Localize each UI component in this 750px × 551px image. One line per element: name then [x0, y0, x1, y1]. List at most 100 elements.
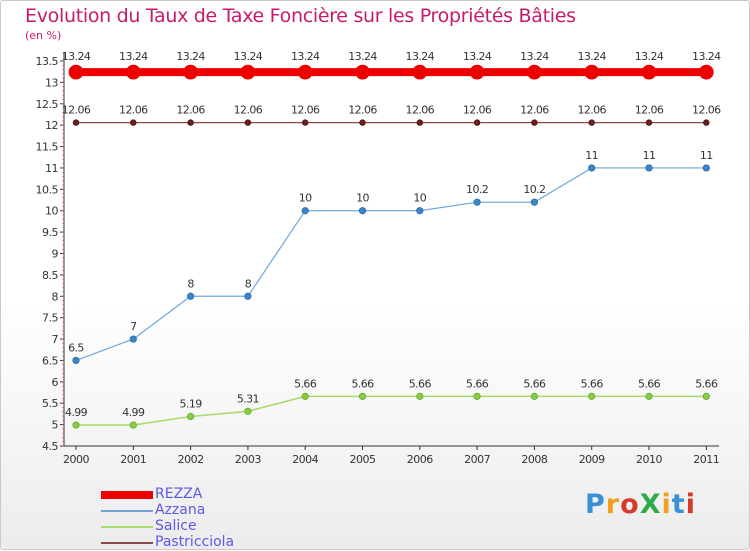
- y-tick-label: 9: [52, 248, 59, 261]
- data-point-pastricciola: [416, 119, 423, 126]
- data-label-pastricciola: 12.06: [234, 104, 263, 117]
- data-label-rezza: 13.24: [577, 50, 606, 63]
- data-point-pastricciola: [302, 119, 309, 126]
- y-tick-label: 5.5: [42, 397, 58, 410]
- y-tick-label: 8: [52, 290, 59, 303]
- data-label-salice: 4.99: [65, 406, 88, 419]
- x-tick-label: 2010: [636, 453, 662, 466]
- x-tick-label: 2003: [235, 453, 261, 466]
- legend-swatch-rezza: [101, 491, 153, 499]
- data-label-salice: 4.99: [122, 406, 145, 419]
- legend-label-azzana: Azzana: [155, 502, 206, 518]
- series-line-azzana: [75, 167, 707, 362]
- data-label-rezza: 13.24: [291, 50, 320, 63]
- data-point-salice: [530, 392, 539, 400]
- data-label-salice: 5.66: [466, 377, 489, 390]
- data-point-rezza: [297, 64, 313, 80]
- data-label-azzana: 10.2: [523, 183, 545, 196]
- data-point-salice: [129, 421, 137, 429]
- data-label-salice: 5.66: [695, 377, 718, 390]
- data-point-salice: [702, 392, 710, 400]
- data-label-azzana: 6.5: [68, 341, 84, 354]
- y-tick-label: 7: [52, 333, 59, 346]
- data-label-azzana: 11: [643, 149, 656, 162]
- data-label-pastricciola: 12.06: [577, 104, 606, 117]
- data-label-pastricciola: 12.06: [520, 104, 549, 117]
- data-label-salice: 5.66: [351, 377, 374, 390]
- data-label-salice: 5.19: [180, 397, 203, 410]
- data-label-pastricciola: 12.06: [62, 104, 91, 117]
- data-point-pastricciola: [359, 119, 366, 126]
- data-point-azzana: [702, 164, 710, 172]
- data-label-azzana: 7: [130, 320, 137, 333]
- data-point-rezza: [355, 64, 370, 80]
- legend-label-salice: Salice: [155, 518, 197, 534]
- x-tick-label: 2011: [693, 453, 719, 466]
- data-label-pastricciola: 12.06: [176, 104, 205, 117]
- y-tick-label: 13: [45, 76, 58, 89]
- y-tick-label: 4.5: [42, 440, 58, 453]
- data-label-rezza: 13.24: [692, 50, 721, 63]
- logo-letter: i: [685, 489, 696, 520]
- data-point-azzana: [187, 292, 195, 300]
- data-label-pastricciola: 12.06: [119, 104, 148, 117]
- data-point-rezza: [698, 64, 714, 80]
- proxiti-logo: ProXiti: [585, 489, 696, 520]
- y-tick-label: 13.5: [36, 55, 59, 68]
- data-point-salice: [187, 412, 195, 421]
- data-label-azzana: 10: [413, 192, 426, 205]
- series-line-salice: [76, 395, 707, 426]
- data-point-azzana: [416, 207, 424, 215]
- y-tick-label: 8.5: [42, 269, 58, 282]
- data-label-azzana: 10: [299, 192, 312, 205]
- data-point-salice: [645, 392, 653, 400]
- data-point-rezza: [469, 64, 485, 80]
- data-label-azzana: 8: [245, 277, 252, 290]
- x-tick-label: 2002: [178, 453, 204, 466]
- data-point-rezza: [641, 64, 657, 80]
- data-point-salice: [72, 421, 80, 429]
- data-point-azzana: [530, 198, 539, 206]
- legend-label-rezza: REZZA: [155, 486, 203, 502]
- y-tick-label: 6: [52, 376, 59, 389]
- data-point-salice: [588, 392, 596, 400]
- data-label-rezza: 13.24: [176, 50, 205, 63]
- data-label-rezza: 13.24: [520, 50, 549, 63]
- y-tick-label: 11.5: [36, 141, 59, 154]
- data-point-pastricciola: [473, 119, 481, 126]
- data-point-azzana: [588, 164, 596, 172]
- x-tick-label: 2004: [292, 453, 318, 466]
- data-point-salice: [358, 392, 367, 400]
- chart-title: Evolution du Taux de Taxe Foncière sur l…: [25, 5, 576, 27]
- x-tick-label: 2001: [120, 453, 146, 466]
- data-label-pastricciola: 12.06: [348, 104, 377, 117]
- data-point-pastricciola: [588, 119, 595, 126]
- data-point-azzana: [129, 335, 137, 343]
- data-label-pastricciola: 12.06: [406, 104, 435, 117]
- legend-label-pastricciola: Pastricciola: [155, 534, 235, 550]
- data-label-salice: 5.66: [409, 377, 432, 390]
- y-tick-label: 12.5: [36, 98, 59, 111]
- data-point-salice: [301, 392, 309, 400]
- data-label-salice: 5.66: [581, 377, 604, 390]
- data-label-azzana: 11: [585, 149, 598, 162]
- data-point-azzana: [301, 207, 309, 215]
- data-point-pastricciola: [187, 119, 194, 126]
- data-point-azzana: [72, 356, 80, 365]
- data-label-rezza: 13.24: [635, 50, 664, 63]
- y-tick-label: 10.5: [36, 183, 59, 196]
- data-label-rezza: 13.24: [234, 50, 263, 63]
- data-label-rezza: 13.24: [463, 50, 492, 63]
- data-point-salice: [473, 392, 481, 400]
- logo-letter: i: [661, 489, 672, 520]
- y-tick-label: 9.5: [42, 226, 58, 239]
- data-point-azzana: [473, 198, 481, 206]
- data-point-rezza: [183, 64, 199, 80]
- data-label-salice: 5.66: [294, 377, 317, 390]
- logo-letter: t: [671, 489, 686, 520]
- x-tick-label: 2008: [521, 453, 547, 466]
- y-tick-label: 7.5: [42, 312, 58, 325]
- data-label-pastricciola: 12.06: [692, 104, 721, 117]
